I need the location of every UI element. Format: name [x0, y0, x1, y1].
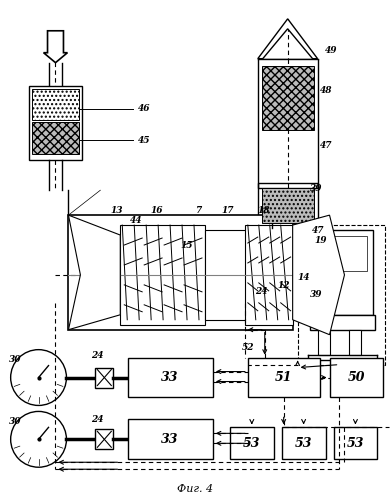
Bar	[32, 88, 79, 120]
Text: 39: 39	[310, 184, 322, 192]
Ellipse shape	[201, 242, 229, 262]
Text: 39: 39	[310, 290, 322, 300]
Text: 30: 30	[9, 355, 21, 364]
Polygon shape	[43, 31, 68, 62]
Polygon shape	[258, 19, 317, 59]
Bar	[330, 358, 383, 398]
Bar	[350, 330, 361, 354]
Text: 24: 24	[91, 415, 104, 424]
Text: 53: 53	[243, 437, 260, 450]
Bar	[32, 122, 79, 154]
Text: 16: 16	[150, 206, 163, 214]
Text: 45: 45	[138, 136, 151, 145]
Bar	[262, 66, 314, 130]
Text: 19: 19	[315, 236, 327, 244]
Bar	[317, 330, 330, 354]
Text: 48: 48	[319, 86, 332, 95]
Text: 30: 30	[9, 417, 21, 426]
Text: 7: 7	[195, 206, 201, 214]
Bar	[248, 358, 319, 398]
Text: 47: 47	[319, 141, 332, 150]
Bar	[310, 315, 375, 330]
Circle shape	[11, 350, 66, 406]
Text: 15: 15	[180, 240, 192, 250]
Text: 24: 24	[91, 351, 104, 360]
Text: 12: 12	[278, 282, 290, 290]
Ellipse shape	[236, 242, 264, 262]
Text: 47: 47	[312, 226, 324, 234]
Text: 33: 33	[161, 371, 179, 384]
Polygon shape	[68, 215, 120, 330]
Ellipse shape	[201, 280, 229, 300]
Bar	[29, 86, 83, 160]
Bar	[317, 236, 368, 271]
Text: 18: 18	[258, 206, 270, 214]
Bar	[258, 58, 317, 188]
Text: Фиг. 4: Фиг. 4	[177, 484, 213, 494]
Bar	[245, 225, 292, 324]
Bar	[298, 225, 385, 364]
Text: 51: 51	[275, 371, 292, 384]
Bar	[230, 428, 274, 460]
Text: 52: 52	[242, 343, 254, 352]
Bar	[282, 428, 326, 460]
Text: 33: 33	[161, 433, 179, 446]
Text: 46: 46	[138, 104, 151, 113]
Bar	[95, 430, 113, 450]
Bar	[120, 225, 205, 324]
Bar	[312, 230, 373, 315]
Text: 13: 13	[110, 206, 123, 214]
Polygon shape	[292, 215, 344, 334]
Text: 49: 49	[325, 46, 337, 55]
Bar	[205, 230, 285, 320]
Text: 50: 50	[348, 371, 365, 384]
Text: 53: 53	[295, 437, 312, 450]
Bar	[262, 188, 314, 223]
Text: 14: 14	[298, 274, 310, 282]
Bar	[128, 358, 213, 398]
Circle shape	[11, 412, 66, 467]
Bar	[128, 420, 213, 460]
Bar	[272, 228, 304, 303]
Bar	[334, 428, 377, 460]
Bar	[95, 368, 113, 388]
Text: 53: 53	[347, 437, 364, 450]
Bar	[68, 215, 292, 330]
Text: 44: 44	[130, 216, 143, 224]
Text: 24: 24	[255, 288, 267, 296]
Ellipse shape	[236, 280, 264, 300]
Text: 17: 17	[222, 206, 235, 214]
Bar	[303, 268, 312, 282]
Bar	[258, 183, 317, 228]
